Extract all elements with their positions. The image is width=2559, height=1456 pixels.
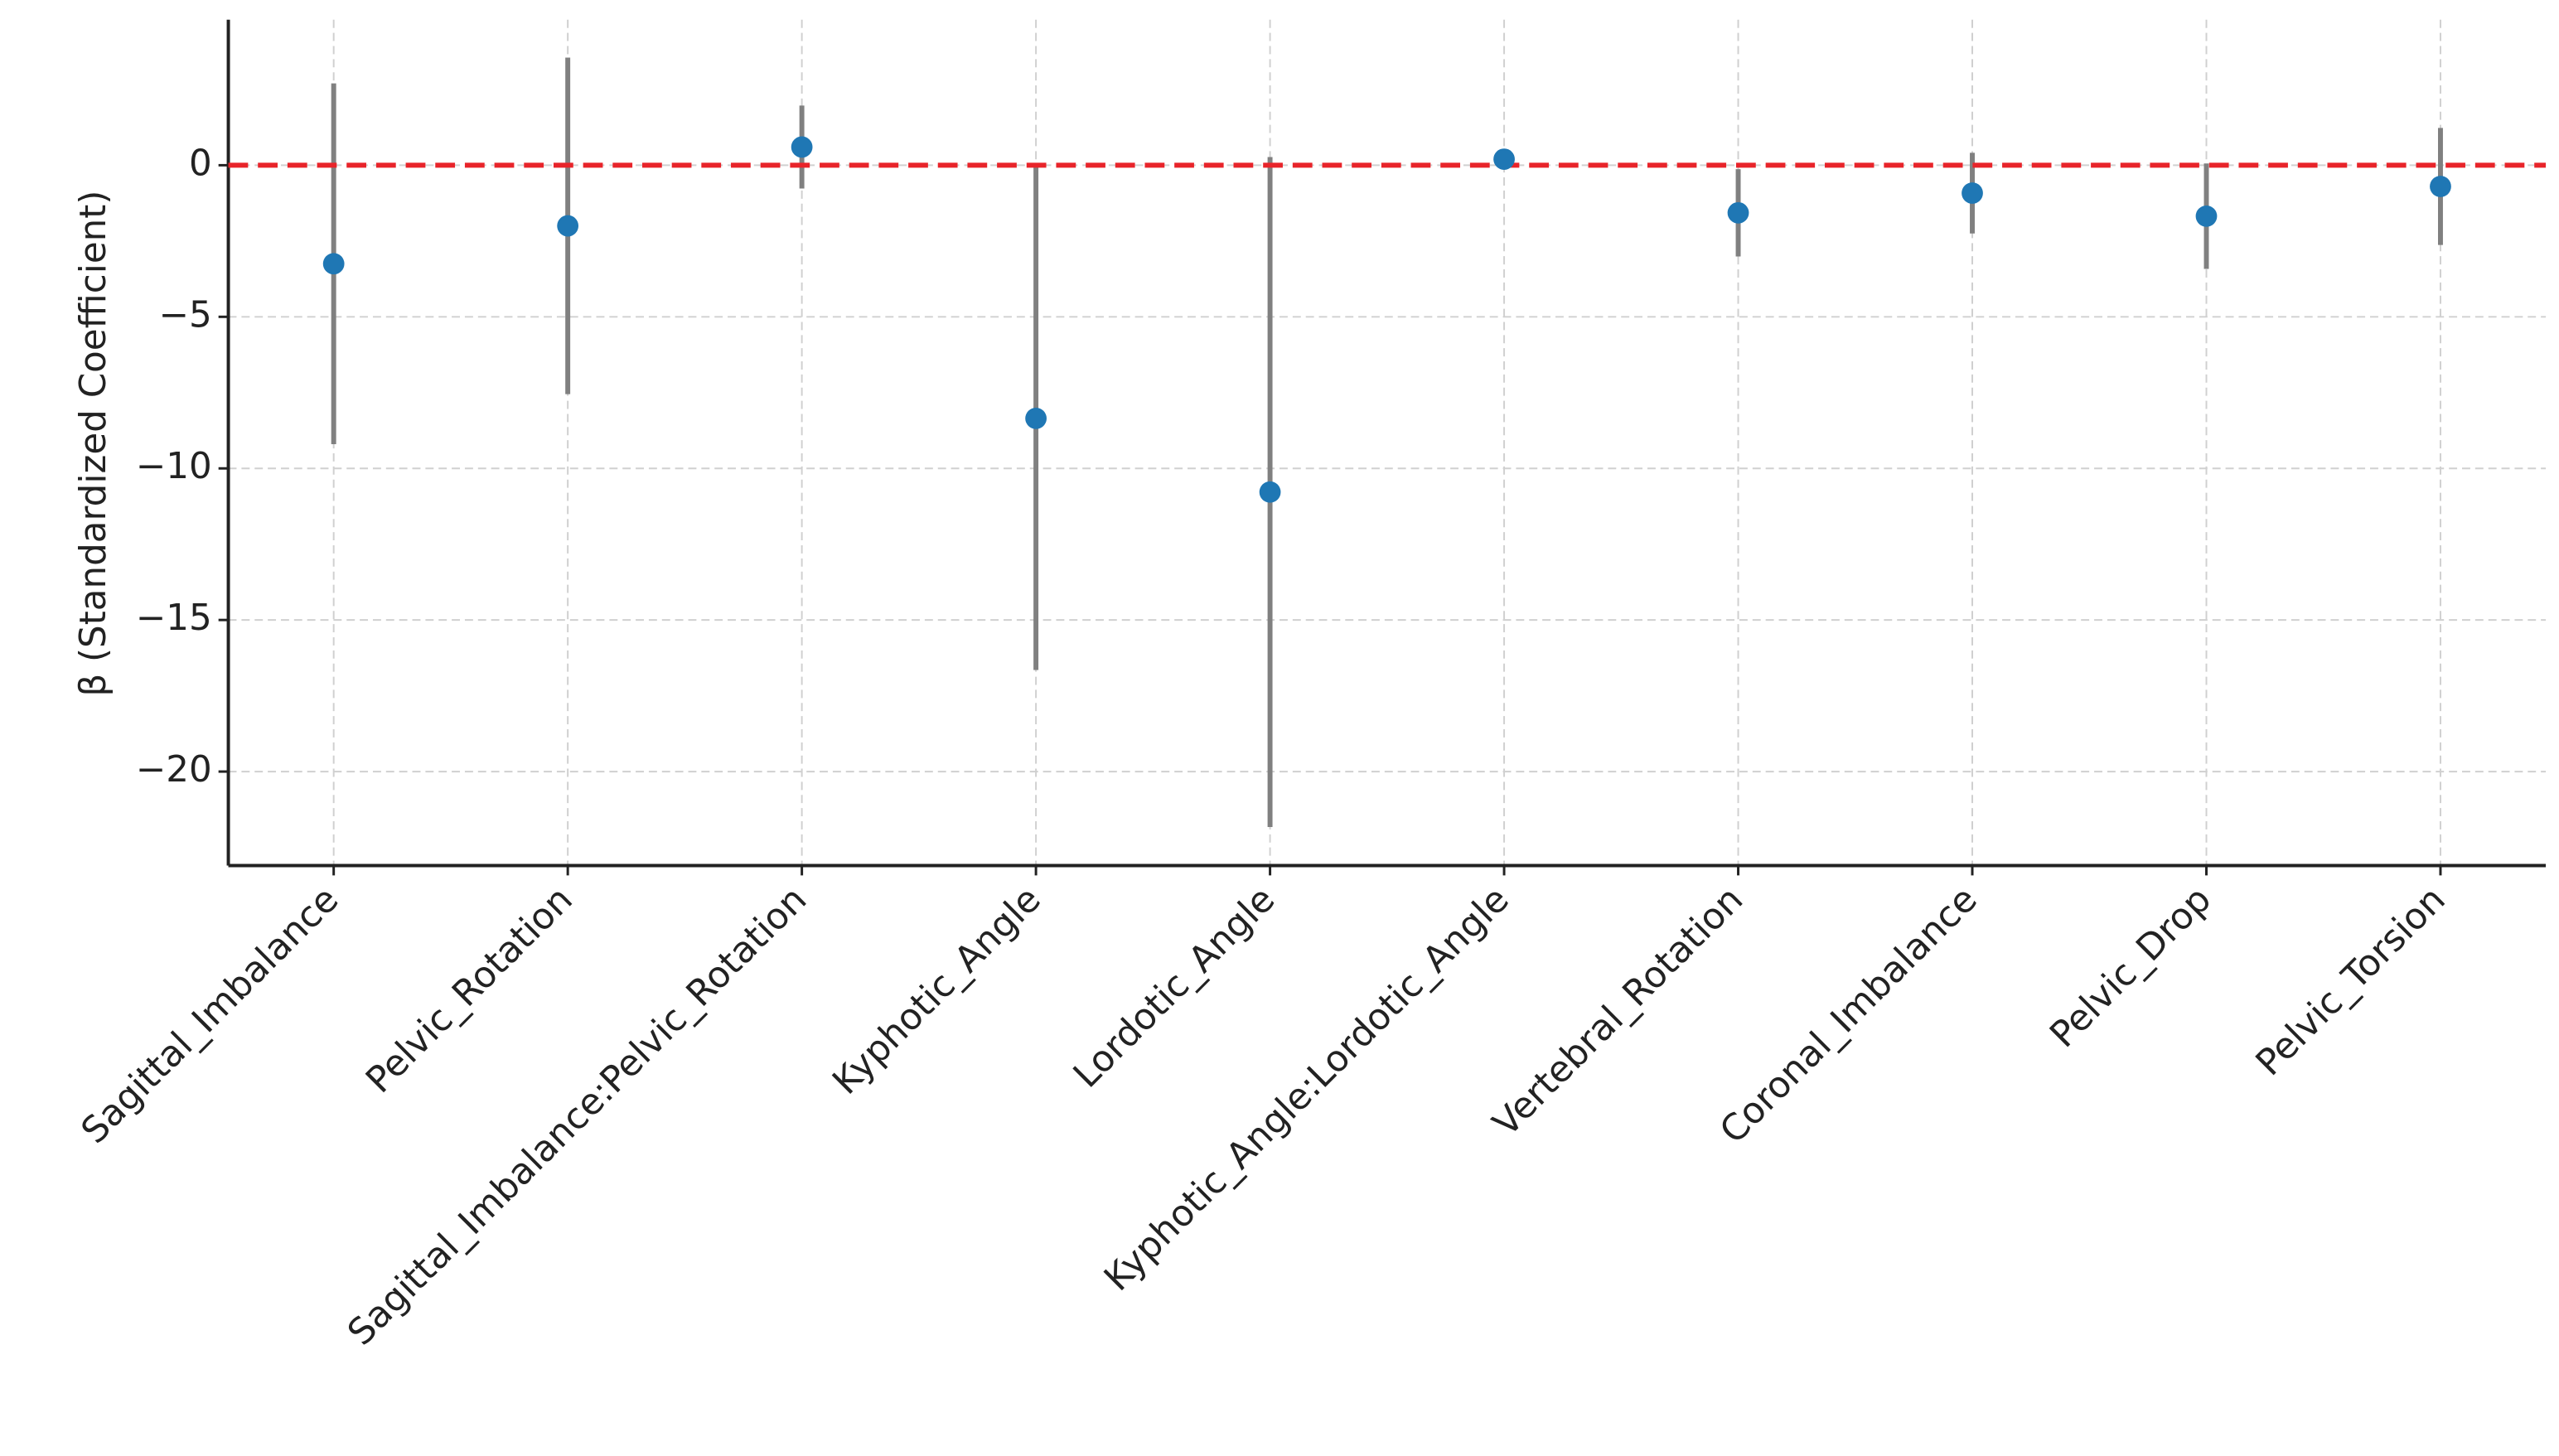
x-tick-label: Vertebral_Rotation — [1485, 879, 1751, 1145]
point — [1259, 481, 1281, 503]
x-tick-label: Kyphotic_Angle — [825, 879, 1049, 1103]
x-tick-label: Sagittal_Imbalance:Pelvic_Rotation — [340, 879, 815, 1354]
y-tick-label: −15 — [136, 597, 212, 639]
x-tick-label: Sagittal_Imbalance — [74, 879, 346, 1152]
point — [1727, 201, 1749, 224]
point — [2195, 205, 2218, 227]
x-tick-label: Lordotic_Angle — [1066, 879, 1283, 1096]
y-tick-label: −5 — [158, 294, 211, 336]
point — [2430, 176, 2451, 197]
point — [322, 253, 345, 275]
x-tick-label: Pelvic_Torsion — [2248, 879, 2454, 1085]
y-axis-label: β (Standardized Coefficient) — [73, 191, 114, 697]
point — [791, 136, 813, 158]
y-tick-label: −20 — [136, 749, 212, 791]
point — [1025, 407, 1047, 429]
point — [1493, 148, 1515, 170]
y-tick-label: −10 — [136, 446, 212, 487]
x-tick-label: Coronal_Imbalance — [1712, 879, 1985, 1152]
x-tick-label: Pelvic_Rotation — [358, 879, 580, 1101]
point — [557, 215, 579, 237]
x-tick-label: Pelvic_Drop — [2042, 879, 2219, 1057]
y-tick-label: 0 — [189, 143, 212, 184]
point — [1962, 182, 1983, 204]
x-tick-label: Kyphotic_Angle:Lordotic_Angle — [1096, 879, 1517, 1299]
